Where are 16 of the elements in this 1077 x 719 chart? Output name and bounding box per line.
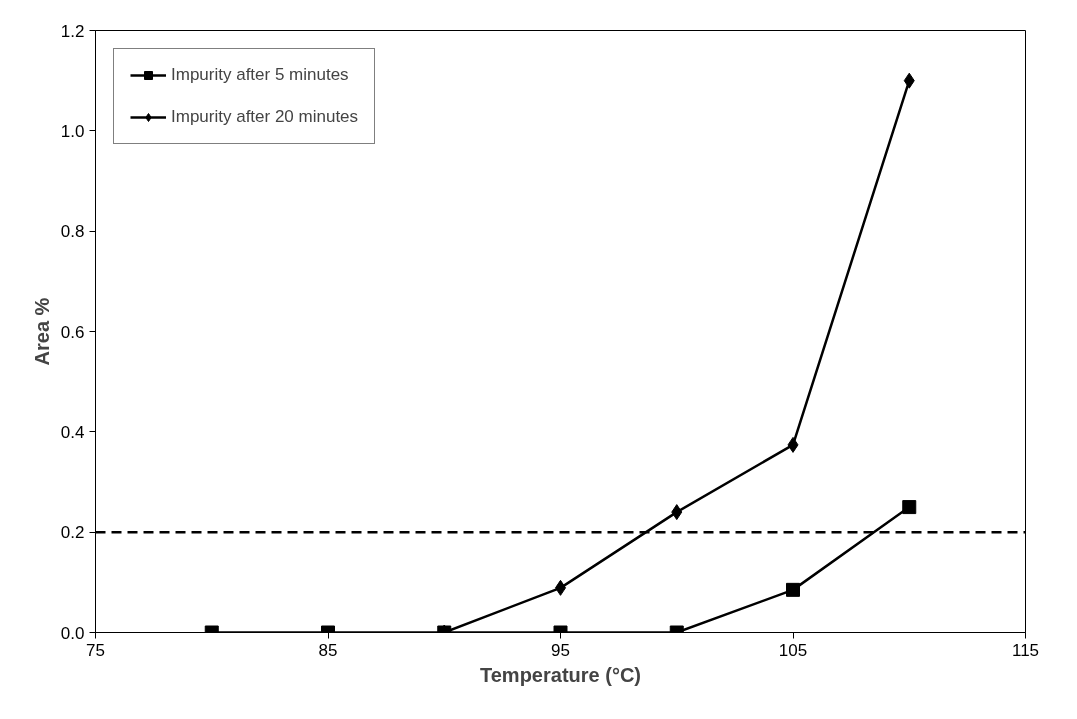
x-tick-label: 85 [318, 640, 338, 660]
y-tick-label: 0.0 [60, 623, 85, 643]
x-tick-label: 105 [778, 640, 808, 660]
legend-label: Impurity after 20 minutes [171, 107, 359, 127]
legend-label: Impurity after 5 minutes [171, 65, 349, 85]
x-tick-label: 115 [1011, 640, 1040, 660]
y-tick-label: 1.0 [60, 121, 85, 141]
y-axis-title: Area % [30, 297, 53, 366]
y-tick-label: 0.6 [60, 322, 85, 342]
y-tick-label: 0.2 [60, 523, 85, 543]
x-tick-label: 95 [551, 640, 570, 660]
y-tick-label: 0.4 [60, 422, 85, 442]
y-tick-label: 0.8 [60, 222, 85, 242]
y-tick-label: 1.2 [60, 21, 85, 41]
x-tick-label: 75 [86, 640, 105, 660]
x-axis-title: Temperature (°C) [480, 663, 642, 686]
